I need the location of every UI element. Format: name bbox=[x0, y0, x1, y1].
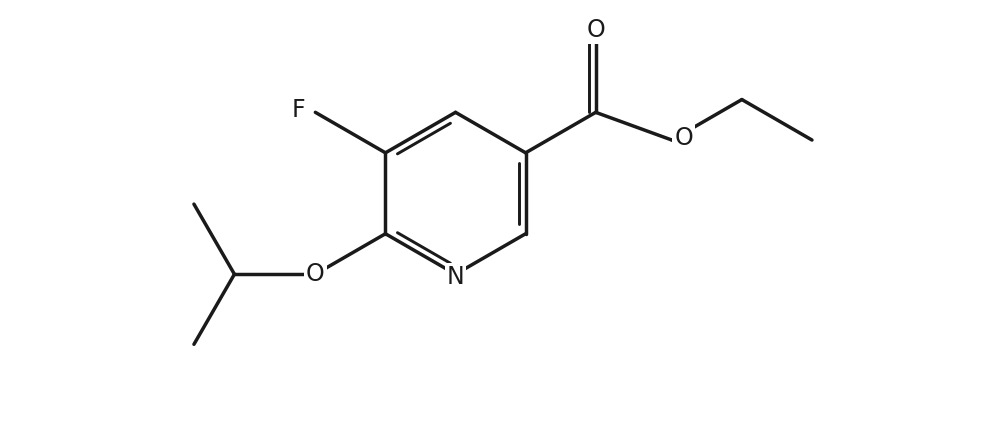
Text: O: O bbox=[306, 262, 325, 286]
Text: O: O bbox=[586, 18, 605, 42]
Text: F: F bbox=[292, 98, 306, 122]
Text: O: O bbox=[674, 126, 693, 150]
Text: N: N bbox=[447, 265, 465, 289]
